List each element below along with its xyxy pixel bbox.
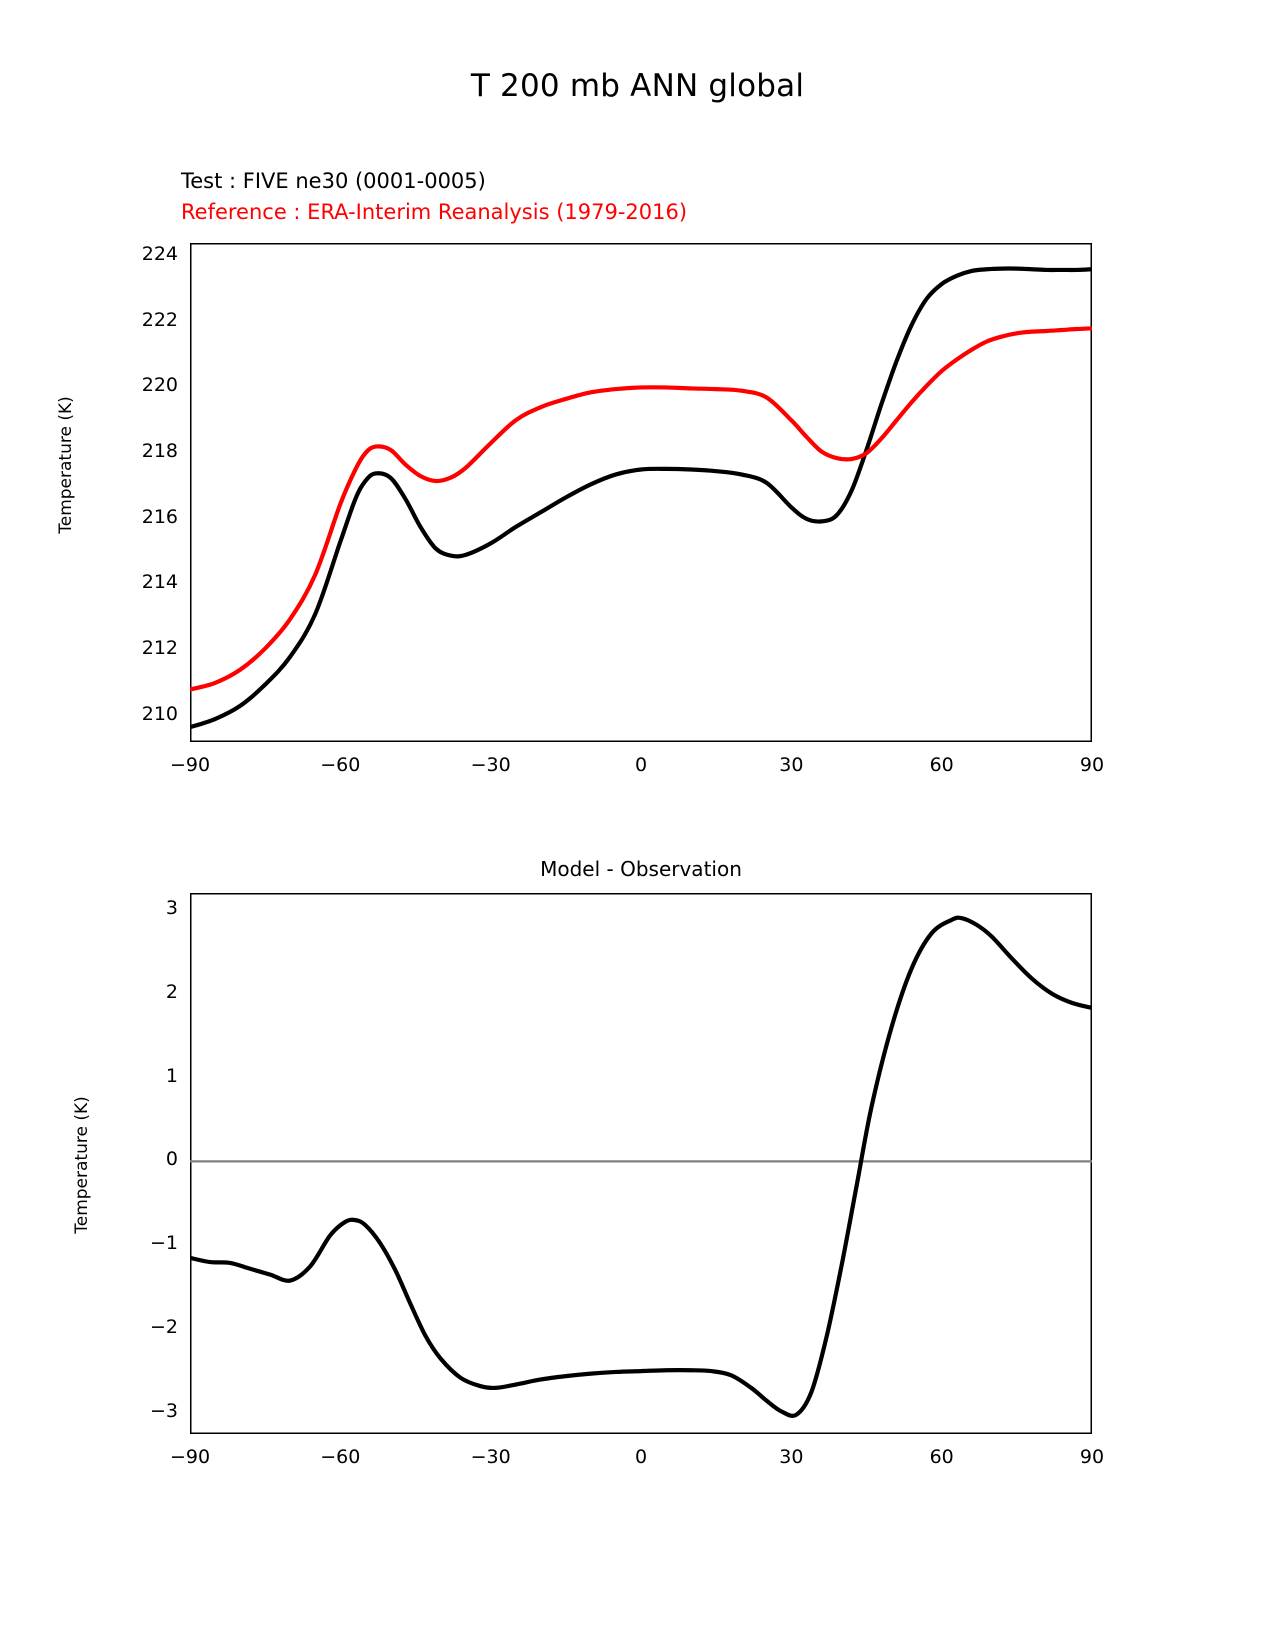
y-tick-label: 214 — [141, 571, 178, 594]
bottom-panel-title: Model - Observation — [540, 857, 742, 881]
y-tick-label: −3 — [149, 1400, 178, 1423]
bottom-panel-svg — [190, 893, 1092, 1434]
x-tick-label: −30 — [470, 1446, 511, 1468]
x-tick-label: 0 — [634, 1446, 648, 1468]
y-tick-label: −1 — [149, 1232, 178, 1255]
legend-entry-reference: Reference : ERA-Interim Reanalysis (1979… — [181, 200, 688, 224]
page-title: T 200 mb ANN global — [470, 68, 805, 104]
x-tick-label: 0 — [634, 754, 648, 776]
y-tick-label: 0 — [165, 1148, 178, 1171]
x-tick-label: −60 — [320, 1446, 361, 1468]
legend: Test : FIVE ne30 (0001-0005) Reference :… — [181, 166, 1041, 228]
y-tick-label: 212 — [141, 637, 178, 660]
series-line-0 — [190, 915, 1092, 1418]
x-tick-label: 60 — [929, 754, 954, 776]
y-tick-label: 224 — [141, 243, 178, 266]
y-tick-label: 216 — [141, 505, 178, 528]
y-tick-label: 3 — [165, 896, 178, 919]
x-tick-label: −90 — [169, 754, 211, 776]
series-line-0 — [190, 266, 1092, 730]
x-tick-label: −60 — [320, 754, 361, 776]
x-tick-label: 30 — [779, 754, 804, 776]
x-tick-label: 30 — [779, 1446, 804, 1468]
x-tick-label: −90 — [169, 1446, 211, 1468]
x-tick-label: 90 — [1079, 754, 1105, 776]
x-tick-label: 90 — [1079, 1446, 1105, 1468]
y-tick-label: 1 — [165, 1064, 178, 1087]
y-tick-label: 210 — [141, 702, 178, 725]
chart-panel-bottom — [190, 893, 1092, 1434]
y-tick-label: −2 — [149, 1316, 178, 1339]
top-panel-svg — [190, 243, 1092, 742]
y-tick-label: 2 — [165, 980, 178, 1003]
x-tick-label: 60 — [929, 1446, 954, 1468]
y-tick-label: 218 — [141, 440, 178, 463]
x-tick-label: −30 — [470, 754, 511, 776]
y-tick-label: 222 — [141, 308, 178, 331]
y-tick-label: 220 — [141, 374, 178, 397]
legend-entry-test: Test : FIVE ne30 (0001-0005) — [181, 169, 486, 193]
chart-panel-top — [190, 243, 1092, 742]
series-line-1 — [190, 326, 1092, 692]
